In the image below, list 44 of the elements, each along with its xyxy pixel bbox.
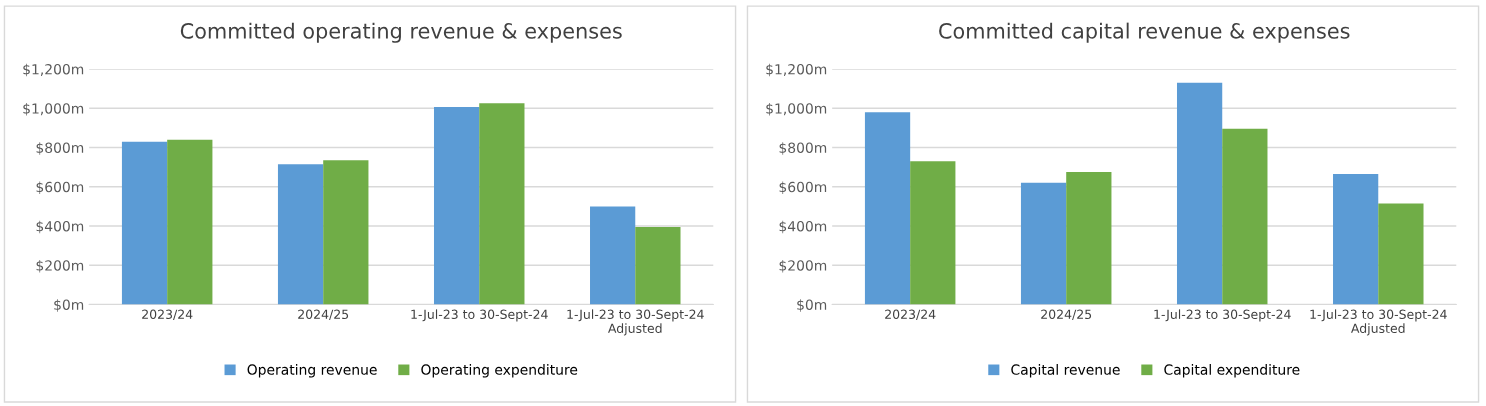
y-tick-label: $1,000m: [23, 102, 84, 116]
x-tick-label: 1-Jul-23 to 30-Sept-24: [1154, 309, 1291, 322]
bar: [323, 160, 369, 305]
y-tick-label: $1,200m: [23, 63, 84, 77]
x-tick-label: 1-Jul-23 to 30-Sept-24 Adjusted: [1310, 309, 1447, 336]
bar: [910, 161, 956, 305]
bar: [1222, 128, 1268, 305]
y-tick-label: $200m: [779, 259, 827, 273]
y-tick-label: $0m: [54, 299, 84, 312]
chart-title: Committed capital revenue & expenses: [939, 22, 1350, 43]
bar: [277, 164, 324, 305]
bar: [1378, 203, 1424, 305]
bar: [167, 139, 213, 305]
x-tick-label: 1-Jul-23 to 30-Sept-24 Adjusted: [567, 309, 704, 336]
y-tick-label: $1,200m: [766, 63, 827, 77]
x-tick-label: 2023/24: [885, 309, 936, 321]
y-tick-label: $200m: [36, 259, 84, 273]
legend-label: Operating expenditure: [421, 364, 578, 378]
legend-label: Operating revenue: [247, 364, 377, 378]
y-tick-label: $400m: [779, 220, 827, 234]
x-tick-label: 1-Jul-23 to 30-Sept-24: [411, 309, 548, 322]
bar: [1066, 172, 1112, 305]
y-tick-label: $800m: [36, 142, 84, 155]
bar: [1176, 82, 1223, 305]
bar: [433, 106, 480, 305]
legend-label: Capital expenditure: [1164, 364, 1300, 378]
x-tick-label: 2024/25: [298, 309, 349, 321]
y-tick-label: $400m: [36, 220, 84, 234]
chart-title: Committed operating revenue & expenses: [180, 22, 622, 43]
y-tick-label: $1,000m: [766, 102, 827, 116]
bar: [864, 112, 911, 305]
bar: [121, 141, 168, 305]
x-tick-label: 2024/25: [1041, 309, 1092, 321]
bar: [479, 103, 525, 305]
bar: [590, 206, 636, 305]
y-tick-label: $0m: [797, 299, 827, 312]
y-tick-label: $800m: [779, 142, 827, 155]
y-tick-label: $600m: [779, 181, 827, 195]
bar: [1333, 174, 1379, 305]
bar: [635, 226, 681, 305]
bar: [1020, 182, 1067, 305]
legend-label: Capital revenue: [1011, 364, 1120, 378]
x-tick-label: 2023/24: [142, 309, 193, 321]
y-tick-label: $600m: [36, 181, 84, 195]
